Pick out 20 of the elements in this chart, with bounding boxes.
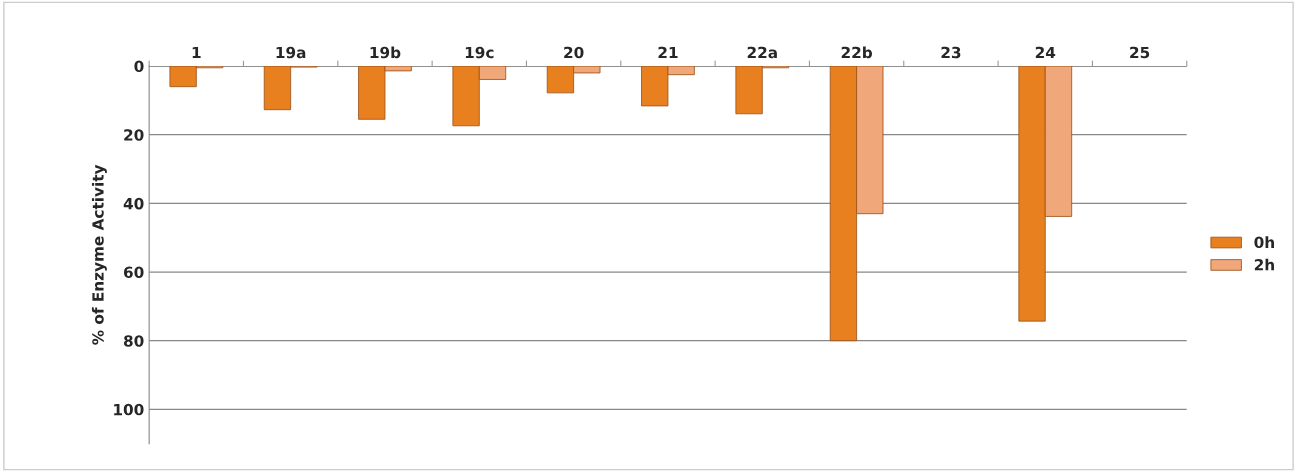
x-tick-label: 25 [1130,46,1150,59]
y-tick-label: 20 [124,129,144,141]
y-tick-label: 0 [134,60,144,73]
x-tick-label: 1 [192,46,201,59]
x-tick-label: 24 [1035,46,1056,59]
y-tick-label: 80 [123,335,144,347]
legend-label: 2h [1254,258,1274,271]
y-tick-label: 60 [123,266,144,279]
x-tick-label: 19a [276,46,306,59]
y-tick-label: 100 [114,403,144,416]
x-tick-label: 19b [370,46,401,59]
x-tick-label: 22b [841,46,873,59]
x-tick-label: 19c [465,46,494,59]
x-tick-label: 20 [564,46,584,59]
x-tick-label: 23 [941,46,961,59]
legend-label: 0h [1254,236,1274,249]
y-tick-label: 40 [123,197,144,210]
x-tick-label: 21 [658,46,678,59]
x-tick-label: 22a [747,46,777,59]
y-axis-title: % of Enzyme Activity [91,164,107,345]
